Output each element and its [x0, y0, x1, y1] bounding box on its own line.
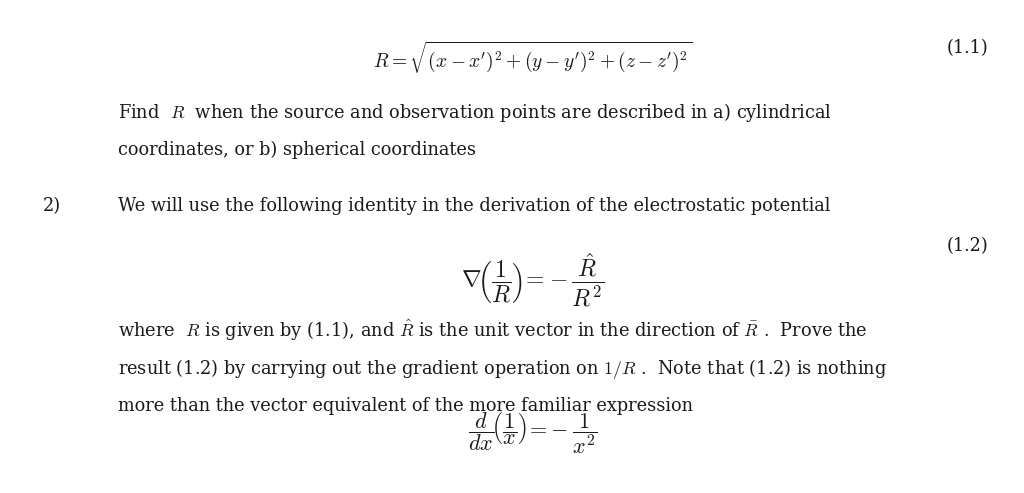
Text: (1.2): (1.2) — [946, 237, 988, 255]
Text: coordinates, or b) spherical coordinates: coordinates, or b) spherical coordinates — [118, 141, 476, 159]
Text: 2): 2) — [43, 197, 61, 215]
Text: (1.1): (1.1) — [946, 39, 988, 58]
Text: $R=\sqrt{(x-x')^2+(y-y')^2+(z-z')^2}$: $R=\sqrt{(x-x')^2+(y-y')^2+(z-z')^2}$ — [373, 39, 692, 75]
Text: result (1.2) by carrying out the gradient operation on $1/R$ .  Note that (1.2) : result (1.2) by carrying out the gradien… — [118, 357, 887, 382]
Text: where  $R$ is given by (1.1), and $\hat{R}$ is the unit vector in the direction : where $R$ is given by (1.1), and $\hat{R… — [118, 318, 867, 343]
Text: more than the vector equivalent of the more familiar expression: more than the vector equivalent of the m… — [118, 397, 693, 415]
Text: We will use the following identity in the derivation of the electrostatic potent: We will use the following identity in th… — [118, 197, 830, 215]
Text: $\dfrac{d}{dx}\!\left(\dfrac{1}{x}\right)\!=\!-\dfrac{1}{x^2}$: $\dfrac{d}{dx}\!\left(\dfrac{1}{x}\right… — [468, 410, 597, 456]
Text: $\mathbf{\nabla}\!\left(\dfrac{1}{R}\right)\!=\!-\dfrac{\hat{R}}{R^2}$: $\mathbf{\nabla}\!\left(\dfrac{1}{R}\rig… — [461, 251, 604, 309]
Text: Find  $R$  when the source and observation points are described in a) cylindrica: Find $R$ when the source and observation… — [118, 101, 831, 124]
